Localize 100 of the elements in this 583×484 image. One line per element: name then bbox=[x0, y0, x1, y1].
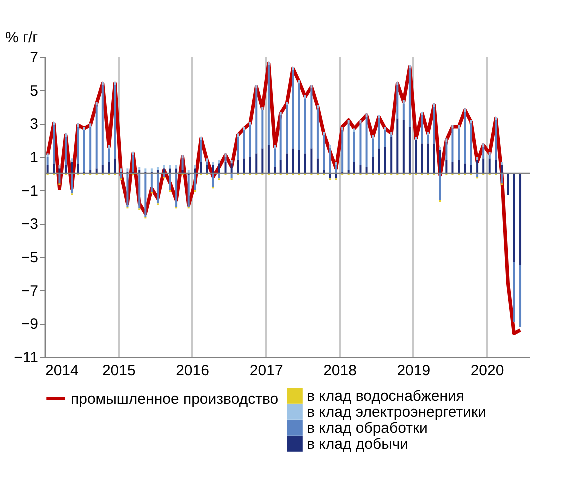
bar bbox=[353, 132, 356, 162]
bar bbox=[212, 174, 214, 187]
bar bbox=[433, 107, 436, 144]
bar bbox=[268, 145, 270, 174]
x-tick-label: 2019 bbox=[397, 362, 431, 380]
bar bbox=[366, 117, 368, 167]
bar bbox=[102, 85, 104, 166]
bar bbox=[378, 118, 380, 149]
bar bbox=[144, 168, 147, 172]
bar bbox=[230, 164, 233, 174]
bar bbox=[366, 114, 368, 117]
bar bbox=[464, 112, 466, 164]
bar bbox=[292, 67, 294, 70]
bar bbox=[408, 68, 411, 127]
bar bbox=[495, 117, 498, 120]
bar bbox=[206, 165, 208, 174]
bar bbox=[77, 164, 80, 174]
y-tick-label: 5 bbox=[30, 82, 38, 100]
bar bbox=[280, 160, 282, 174]
bar bbox=[262, 148, 264, 174]
bar bbox=[402, 120, 405, 174]
bar bbox=[126, 174, 129, 207]
bar bbox=[280, 112, 282, 116]
bar bbox=[249, 157, 252, 174]
y-tick-label: −11 bbox=[14, 350, 38, 366]
bar bbox=[188, 175, 190, 207]
bar bbox=[507, 174, 510, 196]
bar bbox=[249, 125, 252, 157]
bar bbox=[310, 148, 313, 174]
bar bbox=[421, 112, 424, 116]
bar bbox=[500, 162, 503, 166]
bar bbox=[114, 82, 116, 86]
bar bbox=[71, 174, 74, 194]
bar bbox=[348, 124, 350, 170]
bar bbox=[298, 84, 300, 150]
bar bbox=[163, 168, 166, 174]
bar bbox=[292, 70, 294, 149]
bar bbox=[439, 174, 442, 200]
bar bbox=[237, 160, 240, 174]
bar bbox=[458, 160, 460, 174]
bar bbox=[71, 162, 74, 174]
y-tick-label: −1 bbox=[21, 182, 38, 200]
bar bbox=[446, 160, 448, 174]
bar bbox=[96, 105, 98, 169]
bar bbox=[292, 148, 294, 174]
bar bbox=[169, 174, 172, 190]
bar bbox=[421, 115, 424, 144]
bar bbox=[427, 132, 430, 136]
bar bbox=[464, 108, 466, 112]
x-tick-label: 2017 bbox=[250, 362, 284, 380]
bar bbox=[495, 160, 498, 174]
bar bbox=[384, 127, 386, 130]
bar bbox=[298, 150, 300, 174]
bar bbox=[310, 88, 313, 149]
bar bbox=[360, 124, 362, 166]
bar bbox=[200, 137, 202, 140]
bar bbox=[500, 165, 503, 174]
bar bbox=[482, 144, 485, 147]
legend-label: в клад электроэнергетики bbox=[307, 404, 486, 421]
bar bbox=[286, 102, 288, 106]
y-tick-label: 1 bbox=[30, 150, 38, 166]
bar bbox=[415, 137, 418, 140]
bar bbox=[286, 154, 288, 174]
x-tick-label: 2018 bbox=[324, 362, 357, 380]
bar bbox=[224, 157, 227, 162]
bar bbox=[83, 130, 86, 172]
bar bbox=[274, 167, 276, 174]
bar bbox=[421, 144, 424, 174]
y-tick-label: 7 bbox=[30, 50, 38, 66]
bar bbox=[218, 164, 221, 174]
bar bbox=[206, 162, 208, 166]
bar bbox=[458, 128, 460, 160]
bar bbox=[384, 147, 386, 174]
bar bbox=[482, 158, 485, 174]
bar bbox=[342, 130, 344, 172]
x-tick-label: 2014 bbox=[46, 362, 79, 380]
bar bbox=[132, 152, 134, 156]
bar bbox=[415, 140, 418, 174]
legend-label: промышленное производство bbox=[71, 391, 279, 408]
bar bbox=[212, 165, 214, 174]
bar bbox=[323, 135, 326, 170]
bar bbox=[280, 115, 282, 160]
bar bbox=[237, 137, 240, 160]
bar bbox=[243, 130, 246, 159]
bar bbox=[268, 65, 270, 146]
bar bbox=[372, 138, 374, 157]
bar bbox=[520, 265, 522, 327]
bar bbox=[46, 157, 49, 166]
y-tick-label: 3 bbox=[30, 116, 38, 134]
bar bbox=[316, 158, 319, 174]
bar bbox=[182, 158, 184, 170]
bar bbox=[126, 168, 129, 172]
bar bbox=[256, 154, 258, 174]
bar bbox=[470, 165, 472, 174]
bar bbox=[96, 168, 98, 174]
bar bbox=[304, 98, 306, 154]
y-tick-label: −5 bbox=[21, 250, 38, 266]
bar bbox=[53, 125, 56, 164]
bar bbox=[83, 127, 86, 130]
bar bbox=[120, 168, 122, 172]
